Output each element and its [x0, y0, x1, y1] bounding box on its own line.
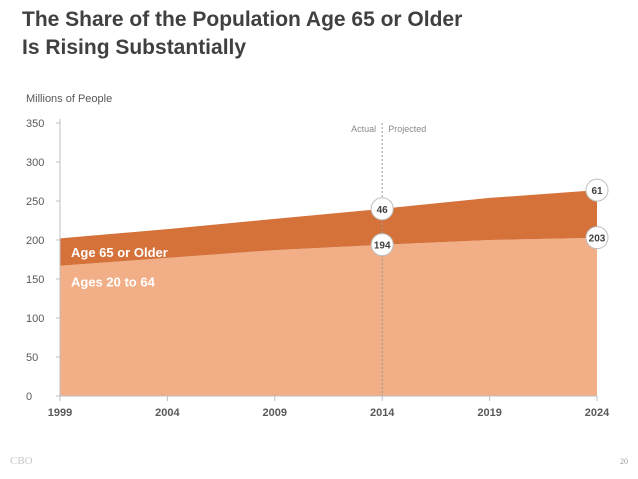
x-tick-label: 2019	[477, 407, 501, 419]
y-tick-label: 350	[26, 118, 44, 130]
x-tick-label: 2004	[155, 407, 180, 419]
x-tick-label: 1999	[48, 407, 72, 419]
x-tick-label: 2024	[585, 407, 610, 419]
y-tick-label: 250	[26, 196, 44, 208]
y-tick-label: 100	[26, 313, 44, 325]
area-ages-20-to-64	[60, 237, 597, 396]
y-tick-label: 0	[26, 391, 32, 403]
x-tick-label: 2009	[263, 407, 287, 419]
cbo-logo: CBO	[10, 455, 33, 467]
y-tick-label: 50	[26, 352, 38, 364]
area-age-65-or-older	[60, 190, 597, 266]
slide-title: The Share of the Population Age 65 or Ol…	[22, 6, 462, 62]
y-tick-label: 150	[26, 274, 44, 286]
value-marker-label: 46	[377, 205, 389, 216]
y-axis-title: Millions of People	[26, 93, 112, 105]
value-marker-circle	[370, 233, 394, 257]
projected-label: Projected	[388, 124, 426, 134]
actual-label: Actual	[351, 124, 376, 134]
value-marker-circle	[370, 197, 394, 221]
y-tick-label: 300	[26, 157, 44, 169]
title-line-2: Is Rising Substantially	[22, 36, 247, 59]
title-line-1: The Share of the Population Age 65 or Ol…	[22, 8, 463, 31]
area-label-age-65-or-older: Age 65 or Older	[71, 245, 168, 260]
x-tick-label: 2014	[370, 407, 395, 419]
value-marker-label: 203	[589, 234, 606, 245]
value-marker-label: 194	[374, 241, 391, 252]
page-number: 20	[620, 457, 628, 466]
value-marker-circle	[585, 178, 609, 202]
y-tick-label: 200	[26, 235, 44, 247]
area-label-ages-20-to-64: Ages 20 to 64	[71, 275, 156, 290]
value-marker-label: 61	[591, 186, 603, 197]
value-marker-circle	[585, 226, 609, 250]
